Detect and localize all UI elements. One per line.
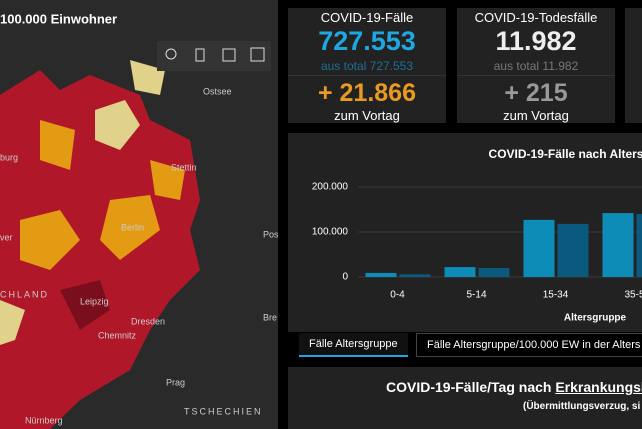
tab[interactable]: Fälle Altersgruppe/100.000 EW in der Alt…	[416, 333, 642, 357]
kpi-card: COVID-19-Todesfälle 11.982 aus total 11.…	[457, 8, 615, 123]
kpi-title: COVID-19-Todesfälle	[474, 10, 598, 25]
map-label: Chemnitz	[98, 330, 137, 340]
region	[0, 300, 25, 345]
kpi-delta-label: zum Vortag	[334, 108, 400, 123]
panel-title-text: COVID-19-Fälle/Tag nach	[386, 379, 556, 395]
tab[interactable]: Fälle Altersgruppe	[299, 333, 408, 357]
chart: COVID-19-Fälle nach Altersgrupp Altersgr…	[288, 133, 642, 332]
bar	[399, 274, 431, 277]
y-tick-label: 200.000	[312, 182, 349, 193]
kpi-total: aus total 727.553	[320, 59, 414, 73]
map-label: Bre	[263, 312, 277, 322]
kpi-delta-label: zum Vortag	[503, 108, 569, 123]
map-label: burg	[0, 152, 18, 162]
region	[100, 195, 160, 260]
y-tick-label: 100.000	[312, 227, 349, 238]
kpi-delta: + 215	[457, 75, 615, 108]
panel-title: COVID-19-Fälle/Tag nach Erkrankungsb	[386, 379, 642, 395]
region	[60, 280, 110, 330]
kpi-card: COVID-19-Fälle 727.553 aus total 727.553…	[288, 8, 446, 123]
x-tick-label: 5-14	[466, 290, 486, 301]
map-label: ver	[0, 232, 13, 242]
x-tick-label: 35-5	[624, 290, 642, 301]
map-label: Stettin	[171, 162, 197, 172]
map-label: Dresden	[131, 316, 165, 326]
map-label: Leipzig	[80, 296, 109, 306]
bar	[444, 267, 476, 277]
kpi-title: COVID-19-Fälle	[320, 10, 414, 25]
x-axis-label: Altersgruppe	[564, 313, 627, 324]
bar	[636, 214, 642, 277]
map-label: Berlin	[121, 222, 144, 232]
legend-icon[interactable]	[222, 48, 236, 62]
map-label: Prag	[166, 377, 185, 387]
map-label: Pos	[263, 229, 278, 239]
bottom-panel: COVID-19-Fälle/Tag nach Erkrankungsb (Üb…	[288, 367, 642, 429]
bar	[557, 223, 589, 277]
basemap-icon[interactable]	[250, 47, 265, 62]
bar	[365, 272, 397, 277]
y-tick-label: 0	[342, 272, 348, 283]
bar	[602, 213, 634, 277]
map: 100.000 Einwohner Ostsee burg Stettin ver Be…	[0, 0, 278, 429]
x-tick-label: 0-4	[390, 290, 405, 301]
region	[95, 100, 140, 150]
map-label: CHLAND	[0, 289, 49, 299]
bookmark-icon[interactable]	[195, 48, 205, 62]
bar	[478, 268, 510, 277]
search-icon[interactable]	[165, 48, 177, 60]
chart-title: COVID-19-Fälle nach Altersgrupp	[489, 147, 642, 161]
x-tick-label: 15-34	[543, 290, 569, 301]
region	[40, 120, 75, 170]
bar	[523, 219, 555, 277]
kpi-delta: + 21.866	[288, 75, 446, 108]
kpi-total: aus total 11.982	[493, 59, 579, 73]
region	[150, 160, 185, 200]
map-label: Ostsee	[203, 86, 232, 96]
map-label: TSCHECHIEN	[184, 406, 263, 416]
panel-subtitle: (Übermittlungsverzug, si	[523, 401, 641, 412]
kpi-card	[625, 8, 642, 123]
kpi-value: 727.553	[318, 26, 416, 56]
region	[130, 60, 165, 95]
region	[20, 210, 80, 270]
map-title: 100.000 Einwohner	[0, 11, 117, 26]
map-label: Nürnberg	[25, 415, 63, 425]
map-toolbar[interactable]	[157, 41, 271, 71]
panel-title-link[interactable]: Erkrankungsb	[555, 379, 642, 395]
kpi-value: 11.982	[495, 26, 577, 56]
